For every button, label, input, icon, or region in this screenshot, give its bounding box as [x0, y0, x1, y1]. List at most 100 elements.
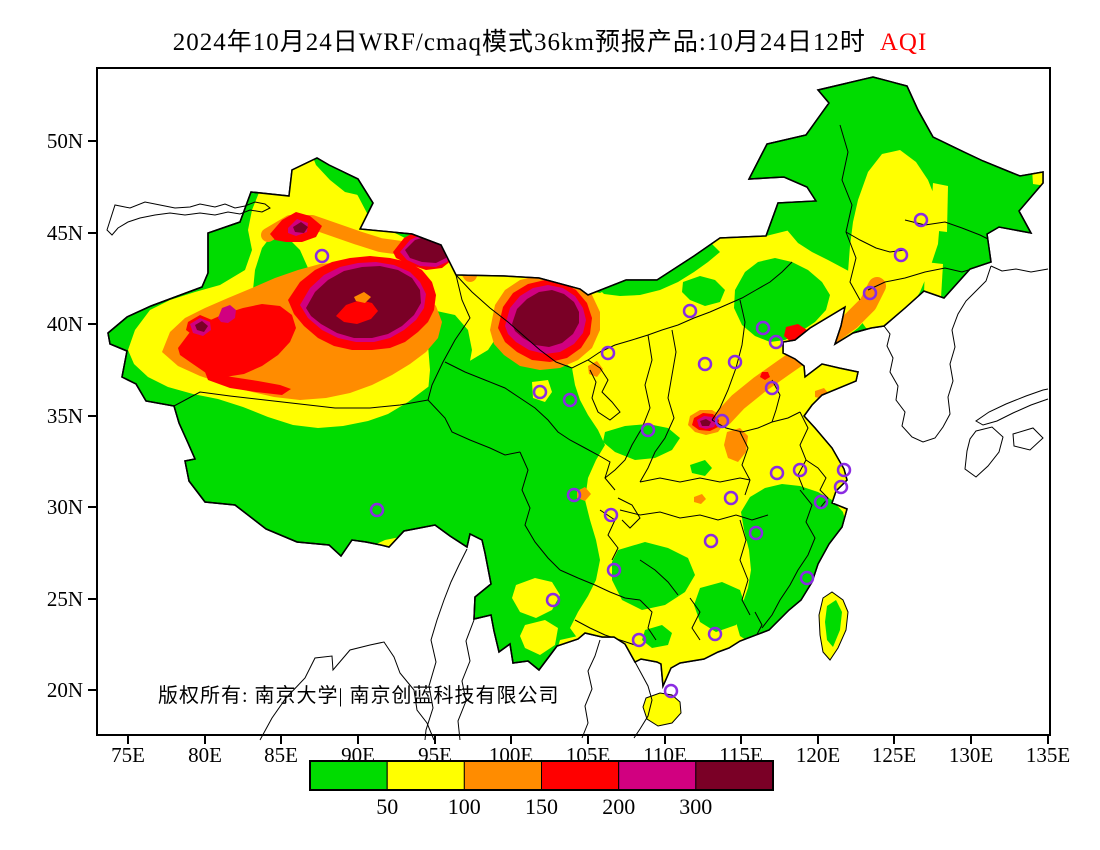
foreign-coastline: [457, 619, 475, 741]
province-border-line: [427, 399, 521, 456]
title-pollutant-label: AQI: [879, 29, 928, 56]
city-marker: [862, 285, 878, 301]
province-border-line: [639, 477, 751, 483]
field-qinling-green: [603, 424, 680, 460]
foreign-coastline: [259, 641, 435, 741]
province-border-line: [427, 274, 471, 401]
foreign-coastline: [424, 548, 468, 741]
province-border-line: [711, 411, 801, 433]
colorbar-tick-label: 100: [448, 794, 481, 819]
foreign-coastline: [106, 201, 271, 236]
page-title: 2024年10月24日WRF/cmaq模式36km预报产品:10月24日12时 A…: [0, 22, 1100, 58]
city-marker: [566, 487, 582, 503]
city-marker: [913, 212, 929, 228]
field-nanling-green: [694, 582, 746, 632]
foreign-coastline: [964, 426, 1004, 478]
field-hebei-red-dot: [760, 372, 770, 380]
title-text: 2024年10月24日WRF/cmaq模式36km预报产品:10月24日12时: [172, 29, 866, 56]
x-axis-label: 75E: [111, 743, 145, 767]
province-border-line: [599, 509, 619, 561]
foreign-coastline: [581, 639, 601, 739]
city-marker: [792, 462, 808, 478]
city-marker: [727, 354, 743, 370]
foreign-coastline: [1012, 427, 1044, 451]
province-border-line: [574, 619, 636, 646]
colorbar-cell: [309, 760, 388, 791]
province-border-line: [587, 359, 621, 421]
field-alxa-maroon: [512, 290, 579, 347]
city-marker: [314, 248, 330, 264]
province-border-line: [639, 329, 677, 483]
province-border-line: [444, 361, 616, 491]
colorbar-cell: [541, 760, 620, 791]
city-marker: [703, 533, 719, 549]
city-marker: [764, 380, 780, 396]
province-border-line: [619, 509, 769, 521]
city-marker: [603, 507, 619, 523]
city-marker: [799, 570, 815, 586]
y-axis-label: 50N: [47, 129, 83, 153]
y-axis-label: 25N: [47, 587, 83, 611]
colorbar-frame: [309, 760, 774, 791]
province-border-line: [639, 559, 679, 596]
colorbar-tick-label: 300: [679, 794, 712, 819]
y-axis-label: 20N: [47, 678, 83, 702]
colorbar-tick-label: 150: [525, 794, 558, 819]
field-ussuri-yellow-1: [930, 183, 948, 232]
foreign-coastline: [975, 388, 1049, 426]
field-south-tibet-red: [392, 546, 424, 563]
province-border-line: [599, 261, 793, 353]
city-marker: [707, 626, 723, 642]
foreign-coastline: [883, 265, 992, 443]
x-axis-label: 80E: [188, 743, 222, 767]
province-border-line: [797, 411, 809, 491]
city-marker: [769, 465, 785, 481]
field-yanshan-green: [734, 258, 830, 342]
city-marker: [836, 462, 852, 478]
y-axis-label: 30N: [47, 495, 83, 519]
y-axis-label: 35N: [47, 404, 83, 428]
x-axis-label: 120E: [796, 743, 840, 767]
taiwan-island-inner: [825, 600, 842, 647]
province-border-line: [455, 274, 601, 369]
province-border-line: [639, 599, 657, 641]
city-marker: [562, 392, 578, 408]
field-fareast-yellow: [1032, 169, 1043, 186]
field-south-tibet-magenta: [399, 550, 414, 558]
field-tarim-core-orange: [354, 292, 371, 303]
province-border-line: [904, 219, 991, 241]
field-mongolia-border-green: [598, 244, 720, 296]
province-border-line: [739, 431, 751, 496]
city-marker: [714, 413, 730, 429]
province-border-line: [559, 569, 641, 601]
city-marker: [640, 422, 656, 438]
copyright-note: 版权所有: 南京大学| 南京创蓝科技有限公司: [158, 685, 560, 707]
city-marker: [606, 562, 622, 578]
x-axis-label: 130E: [949, 743, 993, 767]
province-border-line: [739, 519, 751, 616]
province-border-line: [519, 451, 561, 571]
x-axis-label: 125E: [872, 743, 916, 767]
province-border-line: [689, 597, 701, 641]
field-tarim-core-red: [336, 300, 378, 324]
field-hubei-orange-dot: [694, 494, 706, 504]
y-axis-label: 40N: [47, 312, 83, 336]
city-marker: [369, 502, 385, 518]
foreign-coastline: [633, 661, 653, 739]
province-border-line: [771, 379, 781, 423]
province-border-line: [867, 267, 976, 291]
field-yinshan-green: [682, 276, 725, 306]
colorbar-cell: [386, 760, 465, 791]
map-frame: [96, 67, 1051, 736]
province-border-line: [617, 497, 641, 529]
city-marker: [697, 356, 713, 372]
city-marker: [755, 320, 771, 336]
x-axis-label: 135E: [1026, 743, 1070, 767]
province-border-line: [761, 489, 816, 629]
field-aksu-magenta: [218, 305, 236, 323]
field-guizhou-green: [612, 542, 695, 610]
city-marker: [600, 345, 616, 361]
city-marker: [833, 479, 849, 495]
field-yunnan-yellow-2: [520, 620, 558, 655]
